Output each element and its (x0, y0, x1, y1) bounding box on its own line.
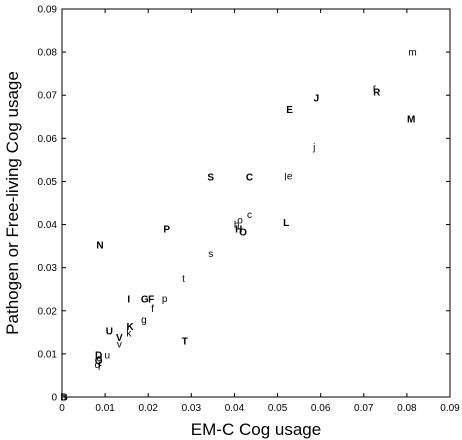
data-point-label: L (283, 218, 289, 229)
data-point-label: b (61, 393, 67, 404)
data-point-label: V (116, 333, 123, 344)
data-point-label: P (163, 224, 170, 235)
data-point-label: m (408, 48, 416, 59)
y-tick-label: 0.03 (38, 263, 58, 274)
data-point-label: p (162, 294, 168, 305)
data-point-label: F (148, 295, 154, 306)
x-tick-label: 0.06 (311, 403, 331, 414)
data-point-label: S (207, 173, 214, 184)
x-tick-label: 0.02 (138, 403, 158, 414)
data-point-label: q (95, 360, 101, 371)
data-point-label: f (151, 304, 154, 315)
x-axis-ticks: 0 0.01 0.02 0.03 0.04 0.05 0.06 0.07 0.08 0.09 (59, 9, 460, 414)
data-point-label: J (314, 94, 320, 105)
data-point-label: T (182, 336, 188, 347)
data-point-label: U (106, 327, 113, 338)
data-point-label: v (117, 339, 122, 350)
data-point-label: R (373, 87, 381, 98)
data-point-label: r (373, 83, 377, 94)
x-axis-title: EM-C Cog usage (191, 420, 321, 439)
y-tick-label: 0.06 (38, 134, 58, 145)
y-tick-label: 0.05 (38, 177, 58, 188)
data-point-label: t (182, 274, 185, 285)
data-point-label: O (239, 227, 247, 238)
data-point-label: o (237, 216, 243, 227)
data-point-label: s (208, 249, 213, 260)
data-point-label: k (126, 329, 132, 340)
y-tick-label: 0.01 (38, 349, 58, 360)
data-point-label: I (127, 295, 130, 306)
data-point-label: G (141, 295, 149, 306)
x-tick-label: 0.03 (182, 403, 202, 414)
y-tick-label: 0.09 (38, 5, 58, 16)
data-point-label: Q (95, 356, 103, 367)
data-point-label: C (246, 173, 253, 184)
data-point-label: u (104, 350, 110, 361)
data-point-label: i (98, 359, 100, 370)
y-tick-label: 0.08 (38, 48, 58, 59)
data-point-label: E (286, 105, 293, 116)
x-tick-label: 0.08 (397, 403, 417, 414)
y-axis-ticks: 0 0.01 0.02 0.03 0.04 0.05 0.06 0.07 0.08 0.09 (38, 5, 450, 404)
x-tick-label: 0.09 (440, 403, 460, 414)
data-point-label: B (61, 393, 68, 404)
data-point-label: N (96, 240, 103, 251)
data-point-label: h (234, 220, 240, 231)
data-point-label: j (312, 142, 315, 153)
y-tick-label: 0.02 (38, 306, 58, 317)
data-point-label: M (407, 114, 415, 125)
x-tick-label: 0 (59, 403, 65, 414)
y-tick-label: 0.04 (38, 220, 58, 231)
x-tick-label: 0.04 (225, 403, 245, 414)
data-point-label: K (126, 322, 134, 333)
x-tick-label: 0.05 (268, 403, 288, 414)
y-tick-label: 0.07 (38, 91, 58, 102)
y-tick-label: 0 (51, 393, 57, 404)
data-point-label: d (97, 354, 103, 365)
data-point-label: l (284, 173, 286, 184)
x-tick-label: 0.01 (95, 403, 115, 414)
x-tick-label: 0.07 (354, 403, 374, 414)
data-point-label: D (95, 351, 102, 362)
data-point-label: H (235, 224, 242, 235)
data-point-label: c (247, 210, 252, 221)
plot-frame (61, 8, 451, 398)
y-axis-title: Pathogen or Free-living Cog usage (3, 71, 22, 335)
data-point-label: e (287, 171, 293, 182)
data-point-label: g (141, 315, 147, 326)
